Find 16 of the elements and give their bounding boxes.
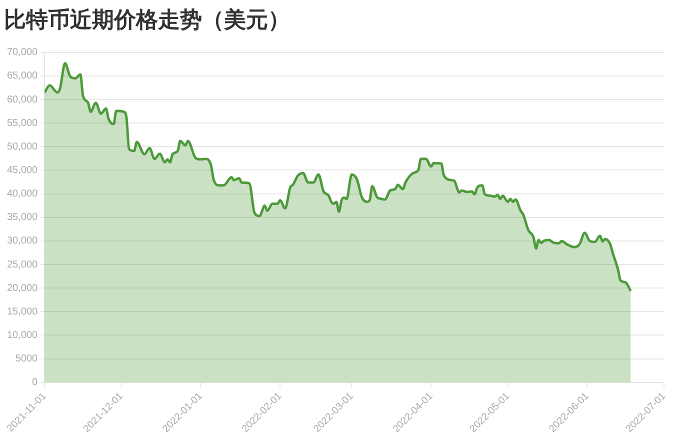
y-tick-label: 30,000 [6, 236, 38, 247]
y-tick-label: 35,000 [6, 212, 38, 224]
y-tick-label: 20,000 [6, 282, 38, 294]
y-tick-label: 45,000 [6, 164, 38, 176]
y-tick-label: 5000 [15, 354, 38, 365]
y-tick-label: 0 [32, 377, 38, 388]
y-tick-label: 70,000 [6, 47, 38, 58]
y-tick-label: 60,000 [6, 94, 38, 106]
y-tick-label: 15,000 [6, 306, 38, 318]
y-tick-label: 10,000 [6, 330, 38, 341]
chart-title: 比特币近期价格走势（美元） [4, 6, 290, 33]
y-tick-label: 40,000 [6, 188, 38, 200]
y-tick-label: 25,000 [6, 259, 38, 270]
y-tick-label: 65,000 [6, 70, 38, 82]
y-tick-label: 50,000 [6, 141, 38, 152]
y-tick-label: 55,000 [6, 118, 38, 129]
